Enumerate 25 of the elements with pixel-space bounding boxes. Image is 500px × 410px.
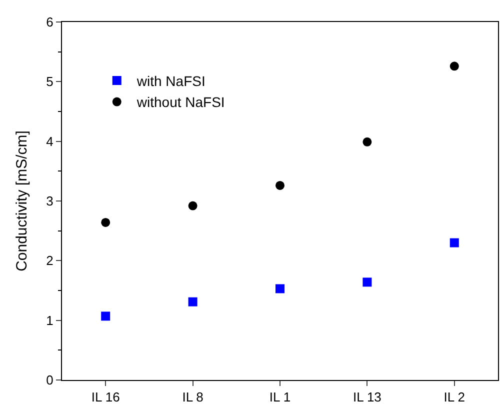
x-tick-label: IL 8 bbox=[182, 390, 204, 405]
y-tick-label: 1 bbox=[46, 312, 54, 328]
x-tick-label: IL 16 bbox=[91, 390, 120, 405]
point bbox=[188, 297, 198, 306]
point bbox=[362, 137, 372, 146]
legend-label: with NaFSI bbox=[136, 73, 206, 90]
y-tick-label: 4 bbox=[46, 134, 54, 149]
y-tick-label: 3 bbox=[46, 194, 54, 209]
y-tick-label: 5 bbox=[46, 74, 54, 90]
point bbox=[362, 278, 372, 287]
y-tick-label: 6 bbox=[46, 14, 54, 30]
point bbox=[188, 201, 198, 210]
point bbox=[101, 218, 110, 227]
point bbox=[450, 62, 459, 71]
x-tick-label: IL 2 bbox=[444, 390, 465, 405]
point bbox=[101, 312, 110, 321]
x-tick-label: IL 13 bbox=[352, 390, 382, 405]
legend-label: without NaFSI bbox=[136, 94, 225, 110]
y-tick-label: 0 bbox=[46, 372, 54, 388]
point bbox=[450, 238, 459, 248]
y-tick-label: 2 bbox=[46, 253, 54, 268]
point bbox=[276, 180, 284, 190]
y-axis-title: Conductivity [mS/cm] bbox=[13, 130, 30, 272]
x-tick-label: IL 1 bbox=[269, 390, 291, 405]
point bbox=[276, 284, 284, 294]
